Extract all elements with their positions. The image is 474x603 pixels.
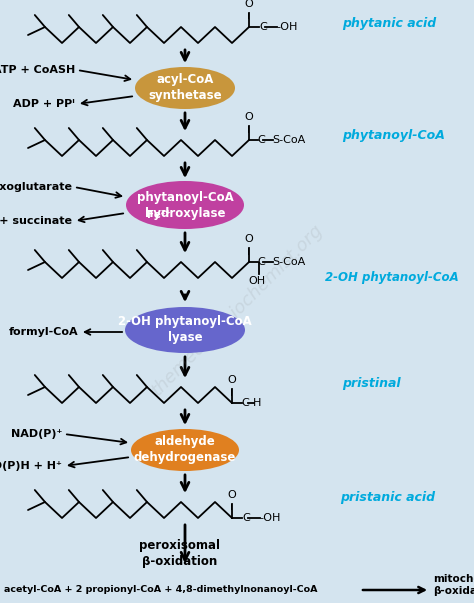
Text: themedicalbiochemist.org: themedicalbiochemist.org <box>148 221 326 399</box>
Text: acyl-CoA
synthetase: acyl-CoA synthetase <box>148 74 222 103</box>
Text: C: C <box>257 257 265 267</box>
Text: S-CoA: S-CoA <box>272 257 305 267</box>
Text: C: C <box>242 513 250 523</box>
Text: phytanoyl-CoA: phytanoyl-CoA <box>342 130 445 142</box>
Ellipse shape <box>131 429 239 471</box>
Text: CO₂ + succinate: CO₂ + succinate <box>0 216 72 226</box>
Ellipse shape <box>125 307 245 353</box>
Text: NAD(P)H + H⁺: NAD(P)H + H⁺ <box>0 461 62 471</box>
Text: mitochondrial
β-oxidation: mitochondrial β-oxidation <box>433 574 474 596</box>
Ellipse shape <box>135 67 235 109</box>
Text: phytanoyl-CoA
hydroxylase: phytanoyl-CoA hydroxylase <box>137 191 233 219</box>
Text: pristinal: pristinal <box>342 376 401 390</box>
Text: O: O <box>228 375 237 385</box>
Text: H: H <box>253 398 261 408</box>
Text: -OH: -OH <box>259 513 281 523</box>
Text: O: O <box>245 112 254 122</box>
Text: O: O <box>228 490 237 500</box>
Text: Fe²⁺: Fe²⁺ <box>147 210 171 220</box>
Text: peroxisomal
β-oxidation: peroxisomal β-oxidation <box>139 540 220 569</box>
Text: formyl-CoA: formyl-CoA <box>9 327 78 337</box>
Text: O₂ + 2-oxoglutarate: O₂ + 2-oxoglutarate <box>0 182 72 192</box>
Text: aldehyde
dehydrogenase: aldehyde dehydrogenase <box>134 435 236 464</box>
Text: 2-OH phytanoyl-CoA: 2-OH phytanoyl-CoA <box>325 271 459 285</box>
Text: O: O <box>245 234 254 244</box>
Text: phytanic acid: phytanic acid <box>342 16 436 30</box>
Ellipse shape <box>126 181 244 229</box>
Text: acetyl-CoA + 2 propionyl-CoA + 4,8-dimethylnonanoyl-CoA: acetyl-CoA + 2 propionyl-CoA + 4,8-dimet… <box>4 586 318 595</box>
Text: pristanic acid: pristanic acid <box>340 491 435 505</box>
Text: O: O <box>245 0 254 9</box>
Text: C: C <box>241 398 249 408</box>
Text: -OH: -OH <box>276 22 297 32</box>
Text: C: C <box>259 22 267 32</box>
Text: OH: OH <box>248 276 265 286</box>
Text: C: C <box>257 135 265 145</box>
Text: 2-OH phytanoyl-CoA
lyase: 2-OH phytanoyl-CoA lyase <box>118 315 252 344</box>
Text: ADP + PPᴵ: ADP + PPᴵ <box>13 99 75 109</box>
Text: ATP + CoASH: ATP + CoASH <box>0 65 75 75</box>
Text: NAD(P)⁺: NAD(P)⁺ <box>10 429 62 439</box>
Text: S-CoA: S-CoA <box>272 135 305 145</box>
